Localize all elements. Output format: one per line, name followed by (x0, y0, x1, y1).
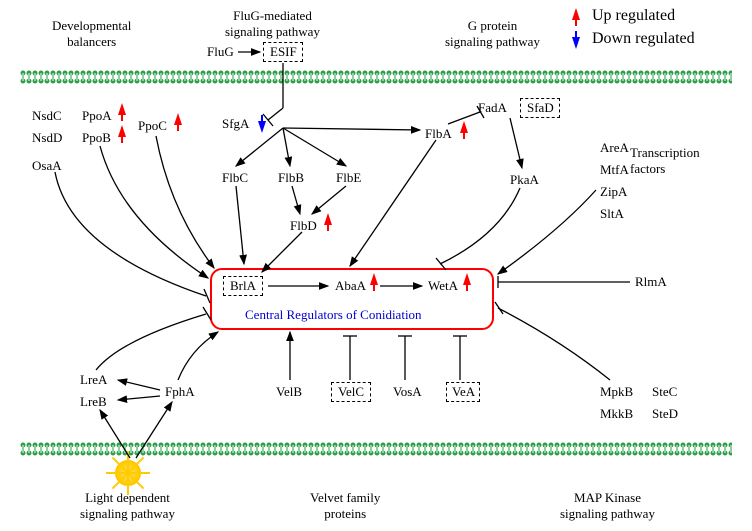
node-nsdc: NsdC (32, 108, 62, 124)
node-mpkb: MpkB (600, 384, 633, 400)
node-ppob: PpoB (82, 130, 111, 146)
sun-icon (115, 460, 141, 486)
node-stec: SteC (652, 384, 677, 400)
node-slta: SltA (600, 206, 624, 222)
group-gprot: G protein signaling pathway (445, 18, 540, 50)
node-flbd: FlbD (290, 218, 317, 234)
node-vosa: VosA (393, 384, 422, 400)
node-mkkb: MkkB (600, 406, 633, 422)
node-ppoc: PpoC (138, 118, 167, 134)
node-fpha: FphA (165, 384, 195, 400)
ppob-up-icon (118, 125, 126, 137)
node-flba: FlbA (425, 126, 452, 142)
weta-up-icon (463, 273, 471, 285)
node-fada: FadA (478, 100, 507, 116)
node-sted: SteD (652, 406, 678, 422)
diagram: Up regulated Down regulated Developmenta… (0, 0, 752, 531)
group-velvet: Velvet family proteins (310, 490, 380, 522)
node-flbe: FlbE (336, 170, 361, 186)
node-zipa: ZipA (600, 184, 627, 200)
group-tf: Transcription factors (630, 145, 700, 177)
node-velb: VelB (276, 384, 302, 400)
node-esif: ESIF (270, 44, 297, 60)
node-flbc: FlbC (222, 170, 248, 186)
node-rlma: RlmA (635, 274, 667, 290)
node-flbb: FlbB (278, 170, 304, 186)
node-vea: VeA (452, 384, 475, 400)
legend-up-label: Up regulated (592, 7, 675, 25)
legend-down-icon (572, 37, 580, 49)
ppoa-up-icon (118, 103, 126, 115)
node-velc: VelC (338, 384, 364, 400)
group-mapk: MAP Kinase signaling pathway (560, 490, 655, 522)
node-area: AreA (600, 140, 629, 156)
node-nsdd: NsdD (32, 130, 62, 146)
abaa-up-icon (370, 273, 378, 285)
flba-up-icon (460, 121, 468, 133)
node-osaa: OsaA (32, 158, 62, 174)
legend-down-label: Down regulated (592, 30, 695, 48)
node-sfga: SfgA (222, 116, 249, 132)
sfga-down-icon (258, 121, 266, 133)
node-brla: BrlA (230, 278, 256, 294)
node-ppoa: PpoA (82, 108, 112, 124)
membrane-top (20, 70, 732, 84)
legend-up-icon (572, 8, 580, 20)
node-abaa: AbaA (335, 278, 366, 294)
node-lreb: LreB (80, 394, 107, 410)
node-weta: WetA (428, 278, 458, 294)
group-flug: FluG-mediated signaling pathway (225, 8, 320, 40)
node-pkaa: PkaA (510, 172, 539, 188)
node-flug: FluG (207, 44, 234, 60)
node-sfad: SfaD (527, 100, 554, 116)
group-devbal: Developmental balancers (52, 18, 131, 50)
ppoc-up-icon (174, 113, 182, 125)
node-lrea: LreA (80, 372, 107, 388)
flbd-up-icon (324, 213, 332, 225)
central-title: Central Regulators of Conidiation (245, 307, 422, 323)
node-mtfa: MtfA (600, 162, 629, 178)
